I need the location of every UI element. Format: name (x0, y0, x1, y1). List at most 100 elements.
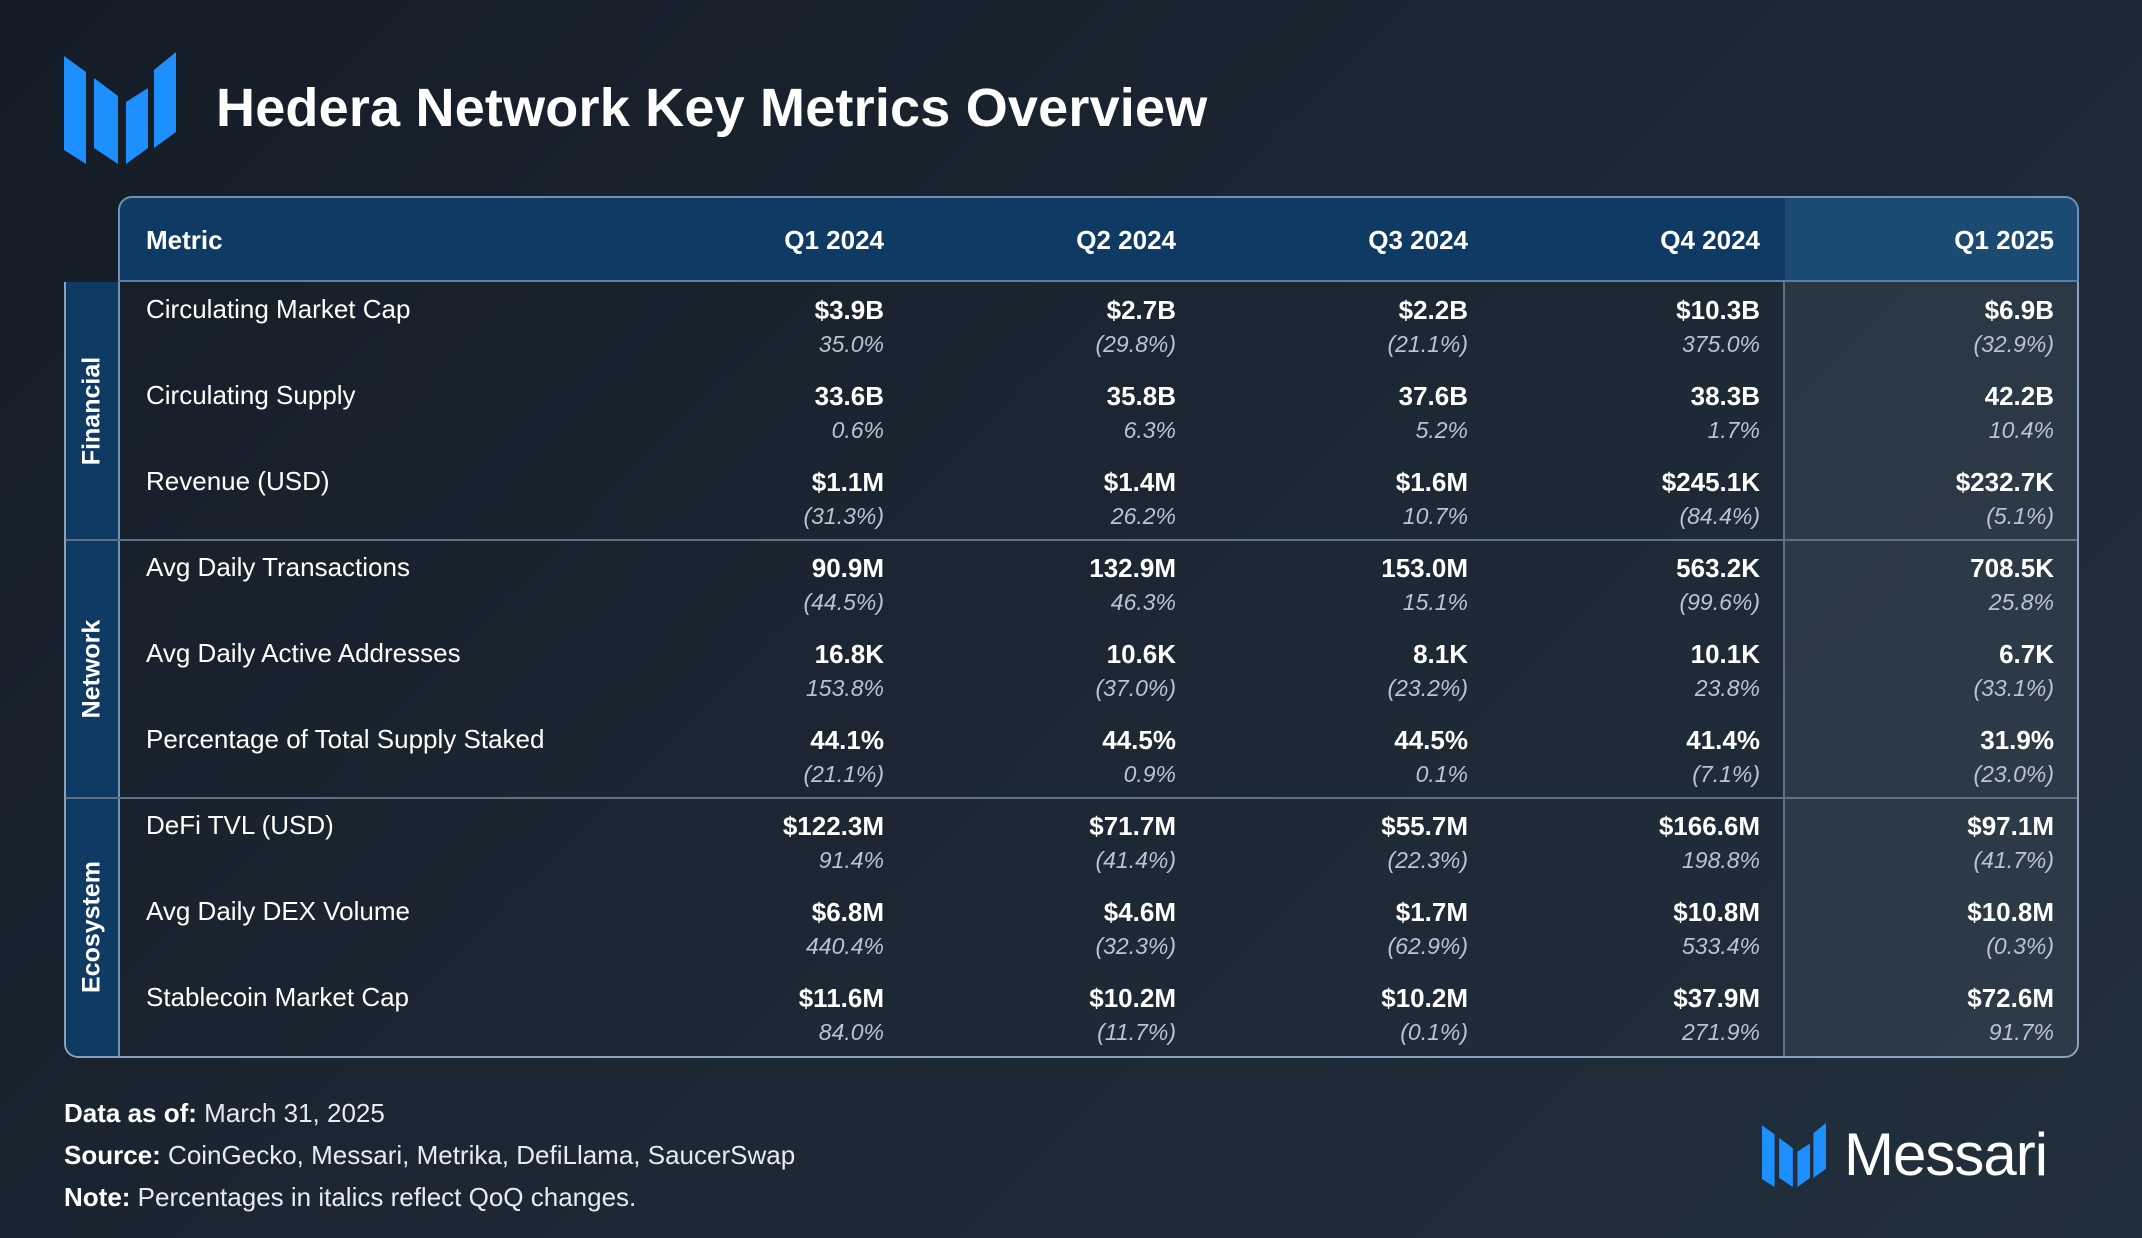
table-cell: $1.1M (31.3%) (684, 466, 884, 532)
qoq-change: (23.2%) (1387, 675, 1468, 701)
group-divider (66, 539, 2077, 541)
table-cell: 8.1K (23.2%) (1268, 638, 1468, 704)
metric-value: $245.1K (1661, 467, 1760, 497)
page-title: Hedera Network Key Metrics Overview (216, 78, 1208, 138)
qoq-change: (7.1%) (1692, 761, 1760, 787)
qoq-change: 26.2% (1110, 503, 1176, 529)
metric-value: $10.8M (1673, 897, 1760, 927)
metric-value: $4.6M (1103, 897, 1176, 927)
metric-value: 44.1% (810, 725, 884, 755)
qoq-change: 533.4% (1681, 933, 1760, 959)
qoq-change: 91.7% (1988, 1019, 2054, 1045)
metric-value: $6.9B (1984, 295, 2054, 325)
table-cell: $71.7M (41.4%) (976, 810, 1176, 876)
metric-value: 38.3B (1690, 381, 1760, 411)
note-label: Note: (64, 1182, 131, 1212)
metric-value: $166.6M (1658, 811, 1760, 841)
table-cell: 153.0M 15.1% (1268, 552, 1468, 618)
table-cell: $245.1K (84.4%) (1560, 466, 1760, 532)
group-label: Network (77, 619, 106, 719)
table-header: Metric Q1 2024 Q2 2024 Q3 2024 Q4 2024 Q1 202… (118, 196, 2079, 282)
table-cell: 44.1% (21.1%) (684, 724, 884, 790)
table-cell: $10.2M (11.7%) (976, 982, 1176, 1048)
table-cell: 708.5K 25.8% (1854, 552, 2054, 618)
metric-value: 41.4% (1686, 725, 1760, 755)
qoq-change: 23.8% (1694, 675, 1760, 701)
metric-value: $122.3M (782, 811, 884, 841)
qoq-change: (41.7%) (1973, 847, 2054, 873)
metric-value: 16.8K (814, 639, 884, 669)
metric-value: 132.9M (1089, 553, 1176, 583)
metric-name: Stablecoin Market Cap (146, 982, 410, 1012)
column-header-metric: Metric (146, 225, 223, 255)
qoq-change: (32.3%) (1095, 933, 1176, 959)
table-cell: 6.7K (33.1%) (1854, 638, 2054, 704)
qoq-change: (31.3%) (803, 503, 884, 529)
header: Hedera Network Key Metrics Overview (64, 52, 1207, 164)
qoq-change: (0.1%) (1400, 1019, 1468, 1045)
source-value: CoinGecko, Messari, Metrika, DefiLlama, … (168, 1140, 796, 1170)
qoq-change: (33.1%) (1973, 675, 2054, 701)
metric-value: 10.6K (1106, 639, 1176, 669)
qoq-change: (32.9%) (1973, 331, 2054, 357)
metric-name: Circulating Supply (146, 380, 356, 410)
qoq-change: (21.1%) (1387, 331, 1468, 357)
table-cell: $122.3M 91.4% (684, 810, 884, 876)
column-header: Q3 2024 (1368, 225, 1468, 255)
metric-value: $72.6M (1967, 983, 2054, 1013)
metric-value: 563.2K (1676, 553, 1760, 583)
qoq-change: (29.8%) (1095, 331, 1176, 357)
metric-value: $11.6M (798, 983, 884, 1013)
metric-value: $1.4M (1103, 467, 1176, 497)
table-row: Revenue (USD) $1.1M (31.3%) $1.4M 26.2% $1.6M… (120, 454, 2077, 540)
metric-name: Circulating Market Cap (146, 294, 411, 324)
data-as-of-value: March 31, 2025 (204, 1098, 385, 1128)
brand-name: Messari (1844, 1121, 2048, 1188)
metric-value: 90.9M (811, 553, 884, 583)
table-row: DeFi TVL (USD) $122.3M 91.4% $71.7M (41.4%) $… (120, 798, 2077, 884)
qoq-change: 0.6% (831, 417, 884, 443)
table-cell: $1.4M 26.2% (976, 466, 1176, 532)
qoq-change: 91.4% (818, 847, 884, 873)
table-cell: $2.7B (29.8%) (976, 294, 1176, 360)
highlight-column (1783, 282, 2077, 1056)
table-cell: $3.9B 35.0% (684, 294, 884, 360)
metric-value: $232.7K (1955, 467, 2054, 497)
data-as-of-line: Data as of: March 31, 2025 (64, 1092, 795, 1134)
metric-name: Avg Daily Active Addresses (146, 638, 461, 668)
qoq-change: 46.3% (1110, 589, 1176, 615)
note-value: Percentages in italics reflect QoQ chang… (137, 1182, 637, 1212)
qoq-change: 1.7% (1707, 417, 1760, 443)
table-cell: $55.7M (22.3%) (1268, 810, 1468, 876)
table-cell: 90.9M (44.5%) (684, 552, 884, 618)
qoq-change: (44.5%) (803, 589, 884, 615)
table-cell: $10.8M (0.3%) (1854, 896, 2054, 962)
group-tab: Financial (66, 282, 120, 540)
metric-value: $3.9B (814, 295, 884, 325)
metric-value: $2.7B (1106, 295, 1176, 325)
metric-value: 31.9% (1980, 725, 2054, 755)
qoq-change: 10.7% (1402, 503, 1468, 529)
table-row: Avg Daily Transactions 90.9M (44.5%) 132.9M… (120, 540, 2077, 626)
table-cell: $10.3B 375.0% (1560, 294, 1760, 360)
qoq-change: (99.6%) (1679, 589, 1760, 615)
metric-name: DeFi TVL (USD) (146, 810, 334, 840)
qoq-change: 15.1% (1402, 589, 1468, 615)
table-cell: 44.5% 0.1% (1268, 724, 1468, 790)
group-label: Financial (77, 356, 106, 466)
source-label: Source: (64, 1140, 161, 1170)
metric-value: $10.2M (1381, 983, 1468, 1013)
table-cell: $10.2M (0.1%) (1268, 982, 1468, 1048)
metric-value: 6.7K (1999, 639, 2054, 669)
table-row: Avg Daily DEX Volume $6.8M 440.4% $4.6M (32.… (120, 884, 2077, 970)
table-cell: $232.7K (5.1%) (1854, 466, 2054, 532)
table-cell: 10.6K (37.0%) (976, 638, 1176, 704)
metric-value: $1.7M (1395, 897, 1468, 927)
qoq-change: 271.9% (1681, 1019, 1760, 1045)
data-as-of-label: Data as of: (64, 1098, 197, 1128)
table-cell: $6.8M 440.4% (684, 896, 884, 962)
table-cell: 132.9M 46.3% (976, 552, 1176, 618)
column-header: Q4 2024 (1660, 225, 1760, 255)
qoq-change: 84.0% (818, 1019, 884, 1045)
qoq-change: 6.3% (1123, 417, 1176, 443)
